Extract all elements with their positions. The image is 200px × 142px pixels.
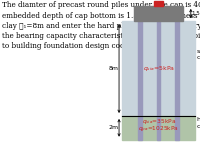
Bar xyxy=(157,21,160,140)
Text: 2m: 2m xyxy=(108,125,119,130)
Bar xyxy=(122,116,195,140)
Text: hard
clay: hard clay xyxy=(196,117,200,129)
Text: $q_{pa}$=1025kPa: $q_{pa}$=1025kPa xyxy=(138,125,179,135)
Text: 1.5m: 1.5m xyxy=(192,11,200,16)
Bar xyxy=(134,6,183,21)
Bar xyxy=(122,21,195,116)
Bar xyxy=(175,21,179,140)
Text: The diamter of precast round piles under pile cap is 400mm, the
embedded depth o: The diamter of precast round piles under… xyxy=(2,1,200,50)
Bar xyxy=(154,1,163,6)
Text: $q_{sia}$=35kPa: $q_{sia}$=35kPa xyxy=(142,117,176,126)
Bar xyxy=(138,21,142,140)
Text: 8m: 8m xyxy=(109,66,119,71)
Text: $q_{sia}$=5kPa: $q_{sia}$=5kPa xyxy=(143,64,175,73)
Text: soft
clay: soft clay xyxy=(196,49,200,60)
